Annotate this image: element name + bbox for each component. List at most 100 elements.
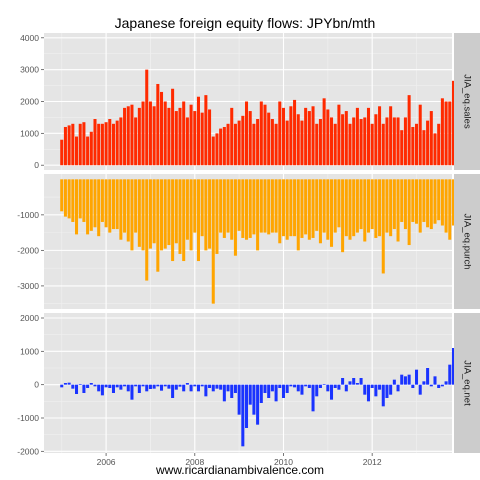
bar: [437, 123, 441, 166]
bar: [333, 384, 337, 388]
bar: [111, 384, 115, 393]
bar: [78, 384, 82, 385]
panel-background: [44, 313, 452, 453]
bar: [245, 384, 249, 428]
bar: [115, 120, 119, 166]
bar: [241, 179, 245, 238]
bar: [344, 179, 348, 237]
bar: [437, 179, 441, 221]
bar: [193, 384, 197, 387]
bar: [152, 384, 156, 389]
bar: [63, 383, 67, 385]
bar: [341, 378, 345, 385]
bar: [160, 384, 164, 391]
bar: [211, 136, 215, 166]
bar: [422, 179, 426, 222]
bar: [326, 179, 330, 240]
bar: [429, 111, 433, 166]
bar: [378, 179, 382, 237]
bar: [304, 107, 308, 166]
bar: [171, 88, 175, 166]
bar: [381, 123, 385, 166]
bar: [400, 179, 404, 222]
bar: [89, 179, 93, 231]
bar: [245, 179, 249, 240]
bar: [89, 131, 93, 166]
bar: [233, 123, 237, 166]
bar: [189, 179, 193, 251]
bar: [307, 384, 311, 388]
bar: [259, 101, 263, 166]
bar: [263, 384, 267, 393]
bar: [126, 384, 130, 392]
bar: [60, 384, 64, 388]
bar: [296, 384, 300, 392]
bar: [67, 382, 71, 385]
bar: [263, 179, 267, 233]
bar: [311, 179, 315, 238]
bar: [315, 123, 319, 166]
bar: [359, 378, 363, 385]
bar: [137, 107, 141, 166]
bar: [156, 384, 160, 387]
bar: [352, 117, 356, 166]
bar: [193, 179, 197, 233]
bar: [381, 384, 385, 407]
bar: [141, 384, 145, 387]
bar: [219, 128, 223, 166]
bar: [233, 179, 237, 256]
facet-strip: [454, 33, 480, 170]
y-tick-label: -1000: [17, 210, 39, 220]
y-tick-label: 0: [34, 160, 39, 170]
bar: [174, 111, 178, 166]
bar: [137, 384, 141, 393]
bar: [196, 384, 200, 392]
bar: [307, 179, 311, 240]
bar: [130, 179, 134, 251]
bar: [63, 179, 67, 217]
bar: [204, 179, 208, 251]
bar: [252, 123, 256, 166]
bar: [78, 123, 82, 166]
y-tick-label: -3000: [17, 281, 39, 291]
bar: [322, 98, 326, 166]
bar: [363, 117, 367, 166]
bar: [75, 136, 79, 166]
bar: [355, 383, 359, 385]
x-tick-label: 2012: [363, 457, 382, 467]
bar: [237, 384, 241, 415]
bar: [330, 179, 334, 247]
bar-series: [60, 179, 467, 304]
bar: [270, 119, 274, 166]
bar: [400, 374, 404, 385]
bar: [97, 123, 101, 166]
bar: [126, 106, 130, 166]
bar: [285, 179, 289, 240]
bar: [315, 179, 319, 231]
bar: [318, 179, 322, 244]
bar: [411, 384, 415, 388]
bar: [418, 179, 422, 233]
bar: [366, 107, 370, 166]
bar: [322, 384, 326, 385]
bar: [119, 117, 123, 166]
bar: [134, 384, 138, 387]
bar: [429, 384, 433, 387]
bar: [60, 139, 64, 166]
bar: [245, 101, 249, 166]
bar: [134, 179, 138, 233]
bar: [444, 179, 448, 233]
facet-jia-eq-net: -2000 -1000 0 1000 2000 JIA_eq.net: [17, 313, 480, 456]
bar: [259, 384, 263, 403]
bar: [392, 179, 396, 230]
bar: [403, 376, 407, 385]
bar: [415, 179, 419, 224]
bar: [100, 179, 104, 222]
bar: [174, 179, 178, 244]
bar: [104, 122, 108, 166]
bar: [281, 179, 285, 237]
bar: [174, 384, 178, 390]
bar: [326, 109, 330, 166]
bar: [337, 104, 341, 166]
bar: [222, 126, 226, 166]
